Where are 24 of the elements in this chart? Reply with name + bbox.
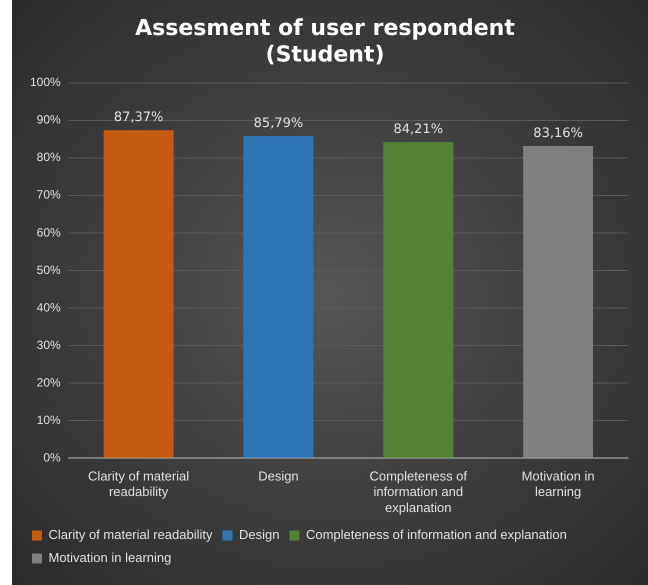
y-tick-label: 40% xyxy=(36,300,62,314)
data-label: 87,37% xyxy=(114,110,164,126)
data-label: 85,79% xyxy=(254,116,304,132)
y-tick-label: 60% xyxy=(36,225,62,240)
data-label: 83,16% xyxy=(533,126,583,141)
y-tick-label: 70% xyxy=(36,188,62,202)
data-label: 84,21% xyxy=(393,122,444,137)
x-tick-label: Motivation in learning xyxy=(522,468,595,500)
legend-label: Completeness of information and explanation xyxy=(306,527,567,542)
y-tick-label: 90% xyxy=(36,112,62,127)
y-tick-label: 100% xyxy=(30,75,62,90)
legend-label: Motivation in learning xyxy=(48,550,172,566)
y-tick-label: 20% xyxy=(36,375,62,390)
y-tick-label: 10% xyxy=(36,412,62,427)
y-tick-label: 0% xyxy=(43,450,62,465)
chart-title: Assesment of user respondent (Student) xyxy=(135,16,516,68)
legend-label: Clarity of material readability xyxy=(48,527,214,542)
y-tick-label: 30% xyxy=(36,338,62,352)
x-tick-label: Completeness of information and explanation xyxy=(369,468,468,515)
x-tick-label: Design xyxy=(258,468,299,484)
x-tick-label: Clarity of material readability xyxy=(88,468,190,500)
y-tick-label: 80% xyxy=(36,150,62,164)
y-tick-label: 50% xyxy=(36,262,62,277)
legend-label: Design xyxy=(239,527,280,542)
